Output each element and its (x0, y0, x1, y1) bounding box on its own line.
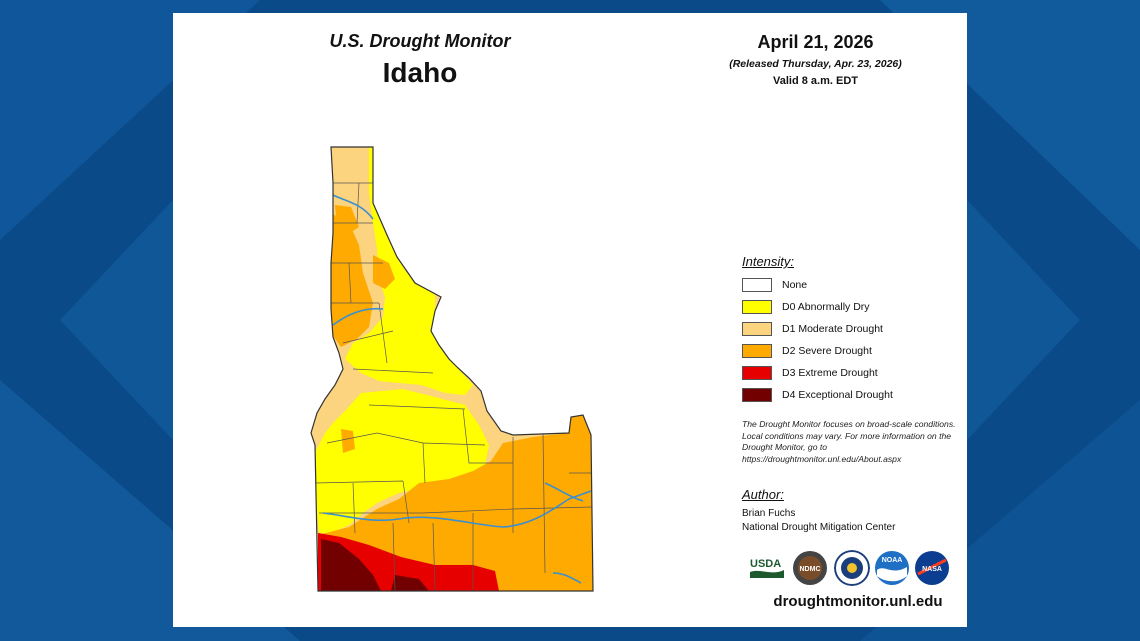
d2-severe-panhandle (335, 205, 359, 235)
legend-swatch-d2 (742, 343, 772, 358)
map-date: April 21, 2026 (757, 32, 874, 52)
legend-swatch-none (742, 277, 772, 292)
agency-logos: USDA NDMC NOAA NASA (748, 550, 958, 590)
d2-severe-small (341, 429, 355, 453)
legend-item-d1: D1 Moderate Drought (742, 321, 893, 336)
valid-time: Valid 8 a.m. EDT (773, 75, 858, 87)
ndmc-logo-text: NDMC (800, 566, 821, 573)
noaa-logo: NOAA (875, 551, 909, 585)
nasa-logo: NASA (915, 551, 949, 585)
ndmc-logo: NDMC (793, 551, 827, 585)
d2-severe-north (331, 213, 373, 347)
d0-abnormally-dry-central (315, 389, 489, 533)
d4-exceptional-small (391, 575, 429, 591)
legend-item-d3: D3 Extreme Drought (742, 365, 893, 380)
legend-item-d2: D2 Severe Drought (742, 343, 893, 358)
legend-swatch-d4 (742, 387, 772, 402)
d4-exceptional-area (321, 539, 381, 591)
legend-label-d3: D3 Extreme Drought (782, 366, 878, 379)
author-heading: Author: (742, 487, 784, 502)
idaho-outline (310, 146, 594, 592)
nasa-logo-text: NASA (922, 566, 942, 573)
legend-label-d4: D4 Exceptional Drought (782, 388, 893, 401)
usda-logo: USDA (750, 558, 784, 578)
rivers (322, 194, 592, 584)
d2-severe-ridge (373, 255, 395, 289)
drought-map-card: U.S. Drought Monitor Idaho April 21, 202… (173, 13, 967, 627)
legend-label-d1: D1 Moderate Drought (782, 322, 883, 335)
commerce-seal-icon (834, 550, 870, 586)
author-organization: National Drought Mitigation Center (742, 522, 896, 533)
monitor-title: U.S. Drought Monitor (329, 31, 511, 51)
legend-label-d2: D2 Severe Drought (782, 344, 872, 357)
author-name: Brian Fuchs (742, 508, 796, 519)
legend-label-none: None (782, 278, 808, 291)
noaa-logo-text: NOAA (882, 557, 903, 564)
disclaimer-note: The Drought Monitor focuses on broad-sca… (742, 419, 956, 464)
county-lines (314, 182, 593, 591)
d2-severe-south (318, 415, 593, 591)
website-url[interactable]: droughtmonitor.unl.edu (773, 593, 943, 610)
idaho-drought-map (310, 146, 594, 592)
legend-swatch-d3 (742, 365, 772, 380)
release-date: (Released Thursday, Apr. 23, 2026) (729, 58, 902, 70)
legend-swatch-d1 (742, 321, 772, 336)
legend-label-d0: D0 Abnormally Dry (782, 300, 870, 313)
legend-item-d4: D4 Exceptional Drought (742, 387, 893, 402)
region-title: Idaho (382, 57, 458, 88)
usda-logo-text: USDA (750, 558, 781, 570)
legend-item-d0: D0 Abnormally Dry (742, 299, 893, 314)
intensity-legend: None D0 Abnormally Dry D1 Moderate Droug… (742, 277, 893, 409)
drought-areas (311, 147, 593, 591)
legend-item-none: None (742, 277, 893, 292)
intensity-legend-title: Intensity: (742, 254, 795, 269)
legend-swatch-d0 (742, 299, 772, 314)
